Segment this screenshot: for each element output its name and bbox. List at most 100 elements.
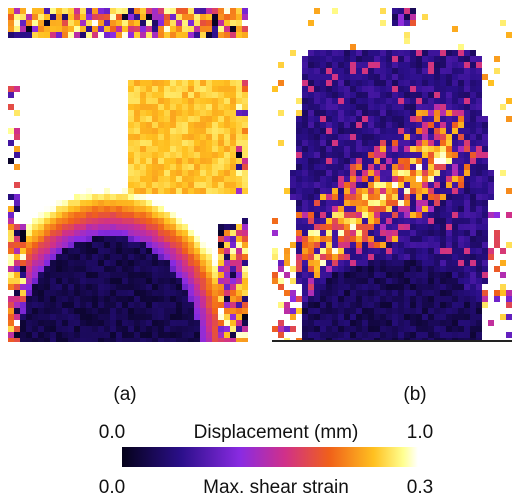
pixel	[170, 332, 176, 338]
pixel	[32, 158, 38, 164]
pixel	[404, 152, 410, 158]
pixel	[326, 104, 332, 110]
pixel	[308, 302, 314, 308]
pixel	[14, 272, 20, 278]
pixel	[116, 260, 122, 266]
pixel	[398, 260, 404, 266]
pixel	[374, 230, 380, 236]
pixel	[308, 74, 314, 80]
pixel	[482, 224, 488, 230]
pixel	[230, 260, 236, 266]
pixel	[410, 290, 416, 296]
pixel	[356, 56, 362, 62]
pixel	[410, 128, 416, 134]
pixel	[308, 218, 314, 224]
pixel	[92, 92, 98, 98]
pixel	[140, 272, 146, 278]
pixel	[338, 278, 344, 284]
pixel	[86, 92, 92, 98]
pixel	[188, 338, 194, 342]
pixel	[86, 176, 92, 182]
pixel	[224, 182, 230, 188]
pixel	[98, 146, 104, 152]
pixel	[218, 272, 224, 278]
pixel	[110, 200, 116, 206]
pixel	[110, 20, 116, 26]
pixel	[344, 122, 350, 128]
pixel	[296, 194, 302, 200]
pixel	[338, 218, 344, 224]
pixel	[422, 176, 428, 182]
pixel	[206, 212, 212, 218]
pixel	[440, 302, 446, 308]
pixel	[38, 224, 44, 230]
pixel	[218, 158, 224, 164]
pixel	[398, 104, 404, 110]
pixel	[398, 56, 404, 62]
pixel	[50, 26, 56, 32]
pixel	[182, 206, 188, 212]
pixel	[80, 152, 86, 158]
pixel	[134, 314, 140, 320]
pixel	[56, 128, 62, 134]
pixel	[104, 278, 110, 284]
pixel	[104, 254, 110, 260]
pixel	[332, 272, 338, 278]
pixel	[140, 98, 146, 104]
pixel	[392, 278, 398, 284]
pixel	[410, 194, 416, 200]
pixel	[146, 224, 152, 230]
pixel	[368, 260, 374, 266]
pixel	[416, 224, 422, 230]
pixel	[26, 122, 32, 128]
pixel	[146, 272, 152, 278]
pixel	[176, 284, 182, 290]
pixel	[164, 290, 170, 296]
pixel	[206, 230, 212, 236]
pixel	[296, 266, 302, 272]
pixel	[86, 146, 92, 152]
pixel	[134, 32, 140, 38]
pixel	[164, 80, 170, 86]
pixel	[476, 170, 482, 176]
pixel	[44, 338, 50, 342]
pixel	[86, 122, 92, 128]
pixel	[14, 122, 20, 128]
pixel	[338, 230, 344, 236]
pixel	[146, 170, 152, 176]
pixel	[140, 296, 146, 302]
pixel	[344, 50, 350, 56]
pixel	[458, 68, 464, 74]
pixel	[320, 206, 326, 212]
pixel	[464, 110, 470, 116]
pixel	[194, 92, 200, 98]
pixel	[218, 140, 224, 146]
pixel	[320, 62, 326, 68]
pixel	[470, 248, 476, 254]
pixel	[356, 302, 362, 308]
pixel	[56, 98, 62, 104]
pixel	[140, 140, 146, 146]
pixel	[218, 260, 224, 266]
pixel	[134, 272, 140, 278]
pixel	[38, 8, 44, 14]
pixel	[224, 314, 230, 320]
pixel	[494, 230, 500, 236]
pixel	[32, 272, 38, 278]
pixel	[440, 86, 446, 92]
pixel	[212, 296, 218, 302]
pixel	[344, 62, 350, 68]
pixel	[68, 128, 74, 134]
pixel	[218, 242, 224, 248]
pixel	[236, 98, 242, 104]
pixel	[374, 326, 380, 332]
pixel	[194, 164, 200, 170]
pixel	[206, 14, 212, 20]
pixel	[86, 254, 92, 260]
pixel	[194, 272, 200, 278]
pixel	[296, 296, 302, 302]
pixel	[326, 326, 332, 332]
pixel	[350, 284, 356, 290]
colorbar-min: 0.0	[99, 477, 125, 498]
pixel	[410, 116, 416, 122]
